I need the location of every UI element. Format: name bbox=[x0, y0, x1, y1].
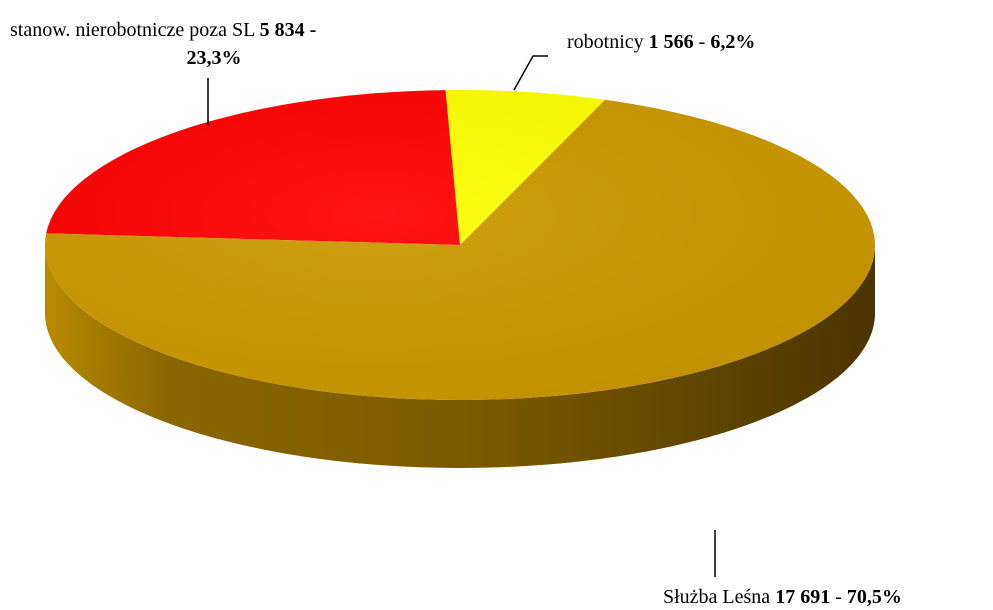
label-value: 1 566 bbox=[649, 31, 694, 53]
pie-sheen bbox=[45, 90, 875, 400]
label-separator: - bbox=[835, 586, 842, 608]
pie bbox=[44, 90, 876, 468]
slice-label: stanow. nierobotnicze poza SL 5 834 - bbox=[10, 19, 316, 41]
label-percent: 70,5% bbox=[847, 586, 902, 608]
labels: stanow. nierobotnicze poza SL 5 834 - 23… bbox=[10, 19, 902, 608]
label-name: stanow. nierobotnicze poza SL bbox=[10, 19, 255, 41]
label-value: 17 691 bbox=[775, 586, 830, 608]
label-percent: 23,3% bbox=[187, 47, 242, 69]
slice-label: robotnicy 1 566 - 6,2% bbox=[567, 31, 755, 53]
label-separator: - bbox=[699, 31, 706, 53]
label-separator: - bbox=[310, 19, 317, 41]
label-name: robotnicy bbox=[567, 31, 644, 53]
label-percent: 6,2% bbox=[710, 31, 755, 53]
label-value: 5 834 bbox=[260, 19, 305, 41]
leader-line bbox=[513, 55, 548, 91]
slice-label: Służba Leśna 17 691 - 70,5% bbox=[663, 586, 902, 608]
label-name: Służba Leśna bbox=[663, 586, 770, 608]
pie-side bbox=[45, 245, 875, 468]
